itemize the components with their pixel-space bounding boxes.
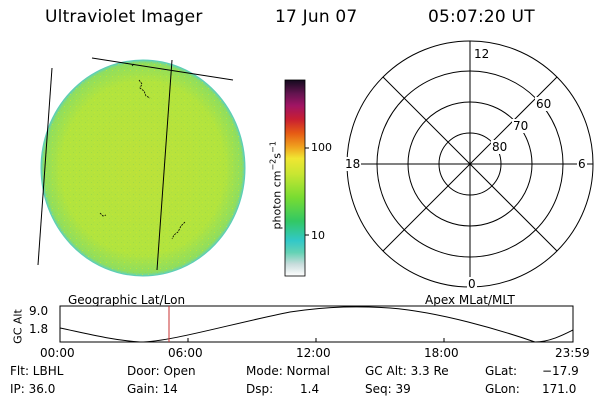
date-label: 17 Jun 07 [275,7,358,27]
altitude-ytick-top: 9.0 [29,304,49,318]
coastline-fragment [131,63,135,67]
glat-value: −17.9 [542,364,579,378]
glat-label: GLat: [485,364,518,378]
mlt-label-6: 6 [577,157,587,171]
geographic-caption: Geographic Lat/Lon [68,293,186,307]
mlt-label-12: 12 [473,47,491,61]
coastline-fragment [99,212,107,217]
coastline-fragment [138,79,151,99]
altitude-curve [59,306,574,343]
glon-value: 171.0 [542,382,577,396]
xtick-1200: 12:00 [296,346,331,360]
polar-plot [346,40,594,288]
colorbar-unit-label: photon cm−2s−1 [268,141,284,230]
latitude-line-top [91,57,234,81]
lat-label-60: 60 [535,97,553,111]
earth-disk [40,59,246,277]
xtick-0000: 00:00 [40,346,75,360]
xtick-1800: 18:00 [424,346,459,360]
longitude-line-left [37,67,53,266]
door-info: Door: Open [127,364,196,378]
seq-info: Seq: 39 [365,382,411,396]
longitude-line-right [156,59,173,271]
mlt-label-18: 18 [344,157,362,171]
lat-label-80: 80 [491,140,509,154]
xtick-0600: 06:00 [168,346,203,360]
ip-info: IP: 36.0 [10,382,56,396]
dsp-value: 1.4 [300,382,320,396]
lat-label-70: 70 [512,119,530,133]
mode-info: Mode: Normal [246,364,330,378]
mlt-label-0: 0 [467,277,477,291]
dsp-label: Dsp: [246,382,274,396]
altitude-ytick-bottom: 1.8 [29,322,49,336]
colorbar-tick-100: 100 [311,141,332,154]
color-bar [284,79,309,277]
colorbar-tick-10: 10 [311,229,325,242]
filter-info: Flt: LBHL [10,364,64,378]
gc-alt-info: GC Alt: 3.3 Re [365,364,449,378]
xtick-2359: 23:59 [555,346,590,360]
glon-label: GLon: [485,382,520,396]
instrument-title: Ultraviolet Imager [45,7,203,27]
apex-caption: Apex MLat/MLT [425,293,515,307]
altitude-plot [59,305,574,343]
gain-info: Gain: 14 [127,382,178,396]
coastline-fragment [171,221,186,240]
time-label: 05:07:20 UT [428,7,535,27]
